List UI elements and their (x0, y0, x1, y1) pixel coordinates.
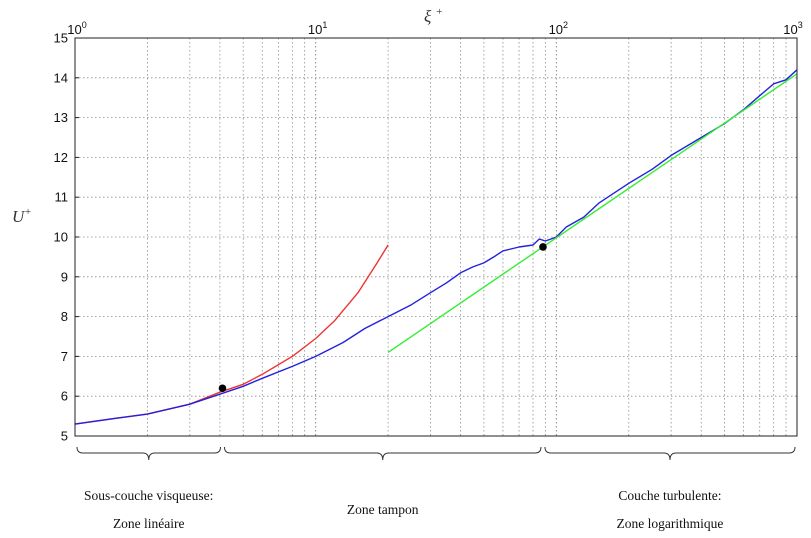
x-axis-label: ξ + (424, 6, 443, 26)
y-tick-label: 5 (61, 429, 68, 444)
y-tick-label: 7 (61, 349, 68, 364)
y-tick-label: 15 (54, 31, 68, 46)
plot-series (74, 69, 798, 425)
zone-brace (544, 446, 796, 461)
zone-brace (76, 446, 221, 461)
y-tick-label: 11 (55, 190, 69, 205)
x-tick-label: 101 (308, 20, 327, 37)
series-line-2 (74, 69, 798, 425)
zone-label: Couche turbulente: (618, 488, 721, 503)
x-tick-label: 100 (67, 20, 86, 37)
y-tick-label: 14 (54, 70, 68, 85)
grid (75, 38, 797, 436)
x-tick-label: 102 (549, 20, 568, 37)
y-tick-label: 8 (61, 309, 68, 324)
zone-brace (223, 446, 542, 461)
x-tick-label: 103 (783, 20, 802, 37)
y-tick-label: 12 (54, 150, 68, 165)
marker-point-1 (218, 384, 227, 393)
zones: Sous-couche visqueuse: Zone linéaire Zone … (76, 446, 796, 531)
marker-points (218, 243, 547, 393)
series-line-3 (387, 73, 798, 353)
y-tick-label: 13 (54, 110, 68, 125)
x-axis-label-sup: + (436, 6, 443, 18)
zone-label: Sous-couche visqueuse: (84, 488, 213, 503)
y-tick-label: 10 (54, 230, 68, 245)
zone-label: Zone logarithmique (617, 516, 724, 531)
y-axis-label: U+ (12, 206, 32, 226)
marker-point-2 (539, 243, 547, 251)
zone-label: Zone tampon (347, 502, 419, 517)
x-axis-label-main: ξ (424, 7, 432, 26)
zone-label: Zone linéaire (113, 516, 185, 531)
y-tick-label: 6 (61, 389, 68, 404)
y-tick-label: 9 (61, 269, 68, 284)
